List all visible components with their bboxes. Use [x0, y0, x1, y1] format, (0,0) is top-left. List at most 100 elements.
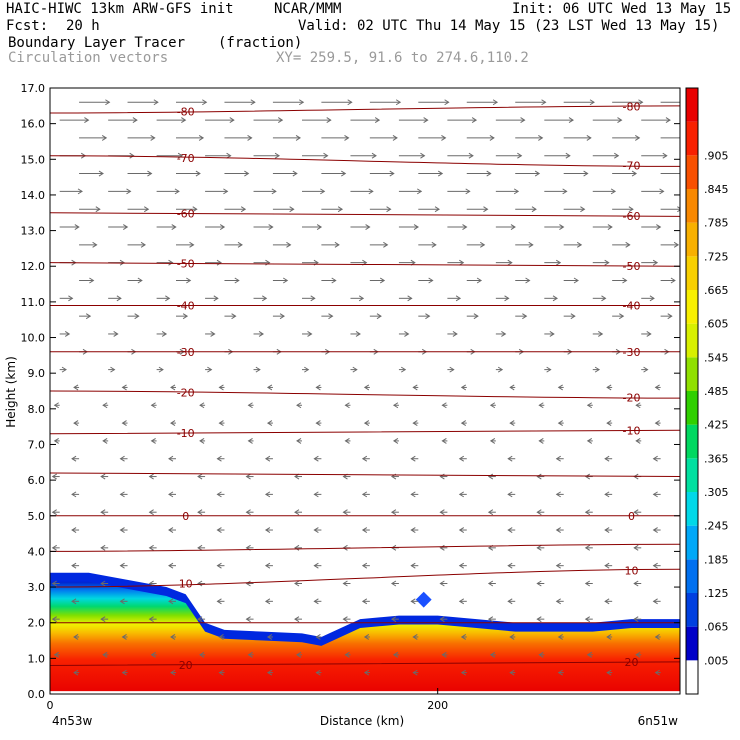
vector-arrowhead [513, 188, 520, 195]
vector-arrowhead [121, 420, 127, 427]
x-left-endpoint: 4n53w [52, 714, 93, 728]
vector-arrowhead [407, 295, 413, 302]
y-tick-label: 11.0 [21, 296, 46, 309]
y-tick-label: 10.0 [21, 332, 46, 345]
model-title: HAIC-HIWC 13km ARW-GFS init [6, 1, 234, 17]
vector-arrowhead [170, 420, 176, 427]
vector-arrowhead [654, 420, 660, 427]
vector-arrowhead [376, 313, 382, 320]
vector-arrowhead [633, 616, 639, 623]
vector-arrowhead [628, 206, 634, 213]
vector-arrowhead [328, 313, 334, 320]
vector-arrowhead [197, 616, 203, 623]
vector-arrowhead [341, 170, 347, 177]
vector-arrowhead [51, 580, 57, 587]
vector-arrowhead [165, 295, 171, 302]
vector-arrowhead [148, 616, 154, 623]
vector-arrowhead [216, 259, 222, 266]
vector-arrowhead [266, 420, 273, 427]
tracer-field [50, 572, 680, 694]
vector-arrowhead [168, 491, 174, 498]
colorbar-swatch [686, 256, 698, 290]
vector-arrowhead [492, 99, 499, 106]
vector-arrowhead [279, 313, 285, 320]
vector-arrowhead [51, 509, 57, 516]
vector-arrowhead [264, 562, 271, 569]
vector-arrowhead [662, 152, 668, 159]
vector-arrowhead [245, 509, 251, 516]
vector-arrowhead [667, 313, 673, 320]
contour-label: -40 [623, 299, 641, 312]
vector-arrowhead [416, 188, 423, 195]
vector-arrowhead [410, 527, 416, 533]
vector-arrowhead [313, 527, 319, 533]
vector-arrowhead [105, 99, 111, 106]
vector-arrowhead [617, 117, 623, 124]
vector-arrowhead [412, 634, 418, 640]
vector-arrowhead [170, 634, 176, 640]
vector-arrowhead [218, 634, 224, 640]
vector-arrowhead [218, 669, 224, 676]
colorbar-swatch [686, 458, 698, 492]
contour-label: -60 [623, 210, 641, 223]
vector-arrowhead [538, 402, 544, 409]
cross-section-coords: XY= 259.5, 91.6 to 274.6,110.2 [276, 50, 529, 66]
vector-arrowhead [266, 634, 273, 640]
vector-arrowhead [361, 491, 368, 498]
vector-arrowhead [268, 224, 274, 230]
vector-arrowhead [247, 402, 253, 409]
vector-arrowhead [507, 562, 513, 569]
vector-arrowhead [604, 491, 610, 498]
vector-arrowhead [652, 527, 658, 533]
vector-arrowhead [148, 580, 154, 587]
vector-arrowhead [71, 527, 77, 533]
vector-arrowhead [315, 634, 321, 640]
vector-arrowhead [504, 295, 510, 302]
vector-arrowhead [274, 152, 281, 159]
vector-arrowhead [95, 206, 101, 213]
vector-arrowhead [507, 527, 513, 533]
vector-arrowhead [244, 170, 250, 177]
y-tick-label: 3.0 [28, 581, 46, 594]
vector-arrowhead [219, 224, 226, 230]
vector-arrowhead [606, 634, 612, 640]
vector-arrowhead [247, 134, 253, 141]
vector-arrowhead [625, 241, 631, 248]
vector-arrowhead [237, 241, 243, 248]
vector-arrowhead [361, 527, 368, 533]
vector-arrowhead [84, 117, 90, 124]
vector-arrowhead [510, 224, 516, 230]
vector-arrowhead [607, 224, 613, 230]
vector-arrowhead [654, 384, 660, 391]
vector-arrowhead [68, 295, 74, 302]
vector-arrowhead [73, 384, 79, 391]
vector-arrowhead [489, 437, 496, 444]
vector-arrowhead [292, 170, 298, 177]
vector-arrowhead [197, 580, 203, 587]
vector-arrowhead [565, 152, 571, 159]
y-tick-label: 8.0 [28, 403, 46, 416]
vector-arrowhead [584, 509, 591, 516]
circulation-vectors [51, 99, 680, 676]
vector-arrowhead [261, 295, 268, 302]
field-title: Boundary Layer Tracer [8, 35, 186, 51]
contour-label: -30 [177, 346, 195, 359]
valid-time: Valid: 02 UTC Thu 14 May 15 (23 LST Wed … [298, 18, 720, 34]
contour-label: -10 [177, 427, 195, 440]
vector-arrowhead [598, 331, 604, 337]
vector-arrowhead [123, 224, 129, 230]
colorbar-swatch [686, 626, 698, 661]
vector-arrowhead [584, 473, 591, 480]
vector-arrowhead [460, 420, 467, 427]
colorbar-swatch [686, 492, 698, 526]
vector-arrowhead [192, 206, 198, 213]
colorbar-swatch [686, 559, 698, 593]
vector-arrowhead [150, 437, 156, 444]
vector-arrowhead [412, 420, 418, 427]
vector-arrowhead [465, 188, 471, 195]
y-tick-label: 0.0 [28, 688, 46, 701]
vector-arrowhead [277, 117, 284, 124]
vector-arrowhead [363, 634, 370, 640]
vector-arrowhead [431, 241, 437, 248]
vector-arrowhead [392, 437, 399, 444]
